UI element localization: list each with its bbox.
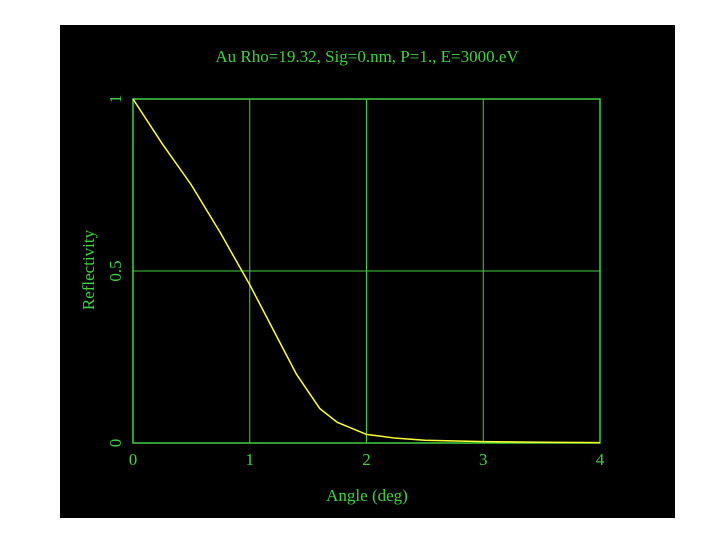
x-tick-label: 3 — [479, 450, 488, 469]
x-tick-label: 0 — [129, 450, 138, 469]
x-tick-label: 2 — [362, 450, 371, 469]
x-tick-label: 4 — [596, 450, 605, 469]
y-tick-label: 0.5 — [106, 260, 125, 281]
x-axis-label: Angle (deg) — [326, 486, 408, 505]
y-tick-label: 0 — [106, 439, 125, 448]
y-tick-label: 1 — [106, 95, 125, 104]
chart-title: Au Rho=19.32, Sig=0.nm, P=1., E=3000.eV — [215, 47, 519, 66]
y-axis-label: Reflectivity — [79, 229, 98, 310]
data-line — [132, 98, 601, 444]
x-tick-label: 1 — [246, 450, 255, 469]
